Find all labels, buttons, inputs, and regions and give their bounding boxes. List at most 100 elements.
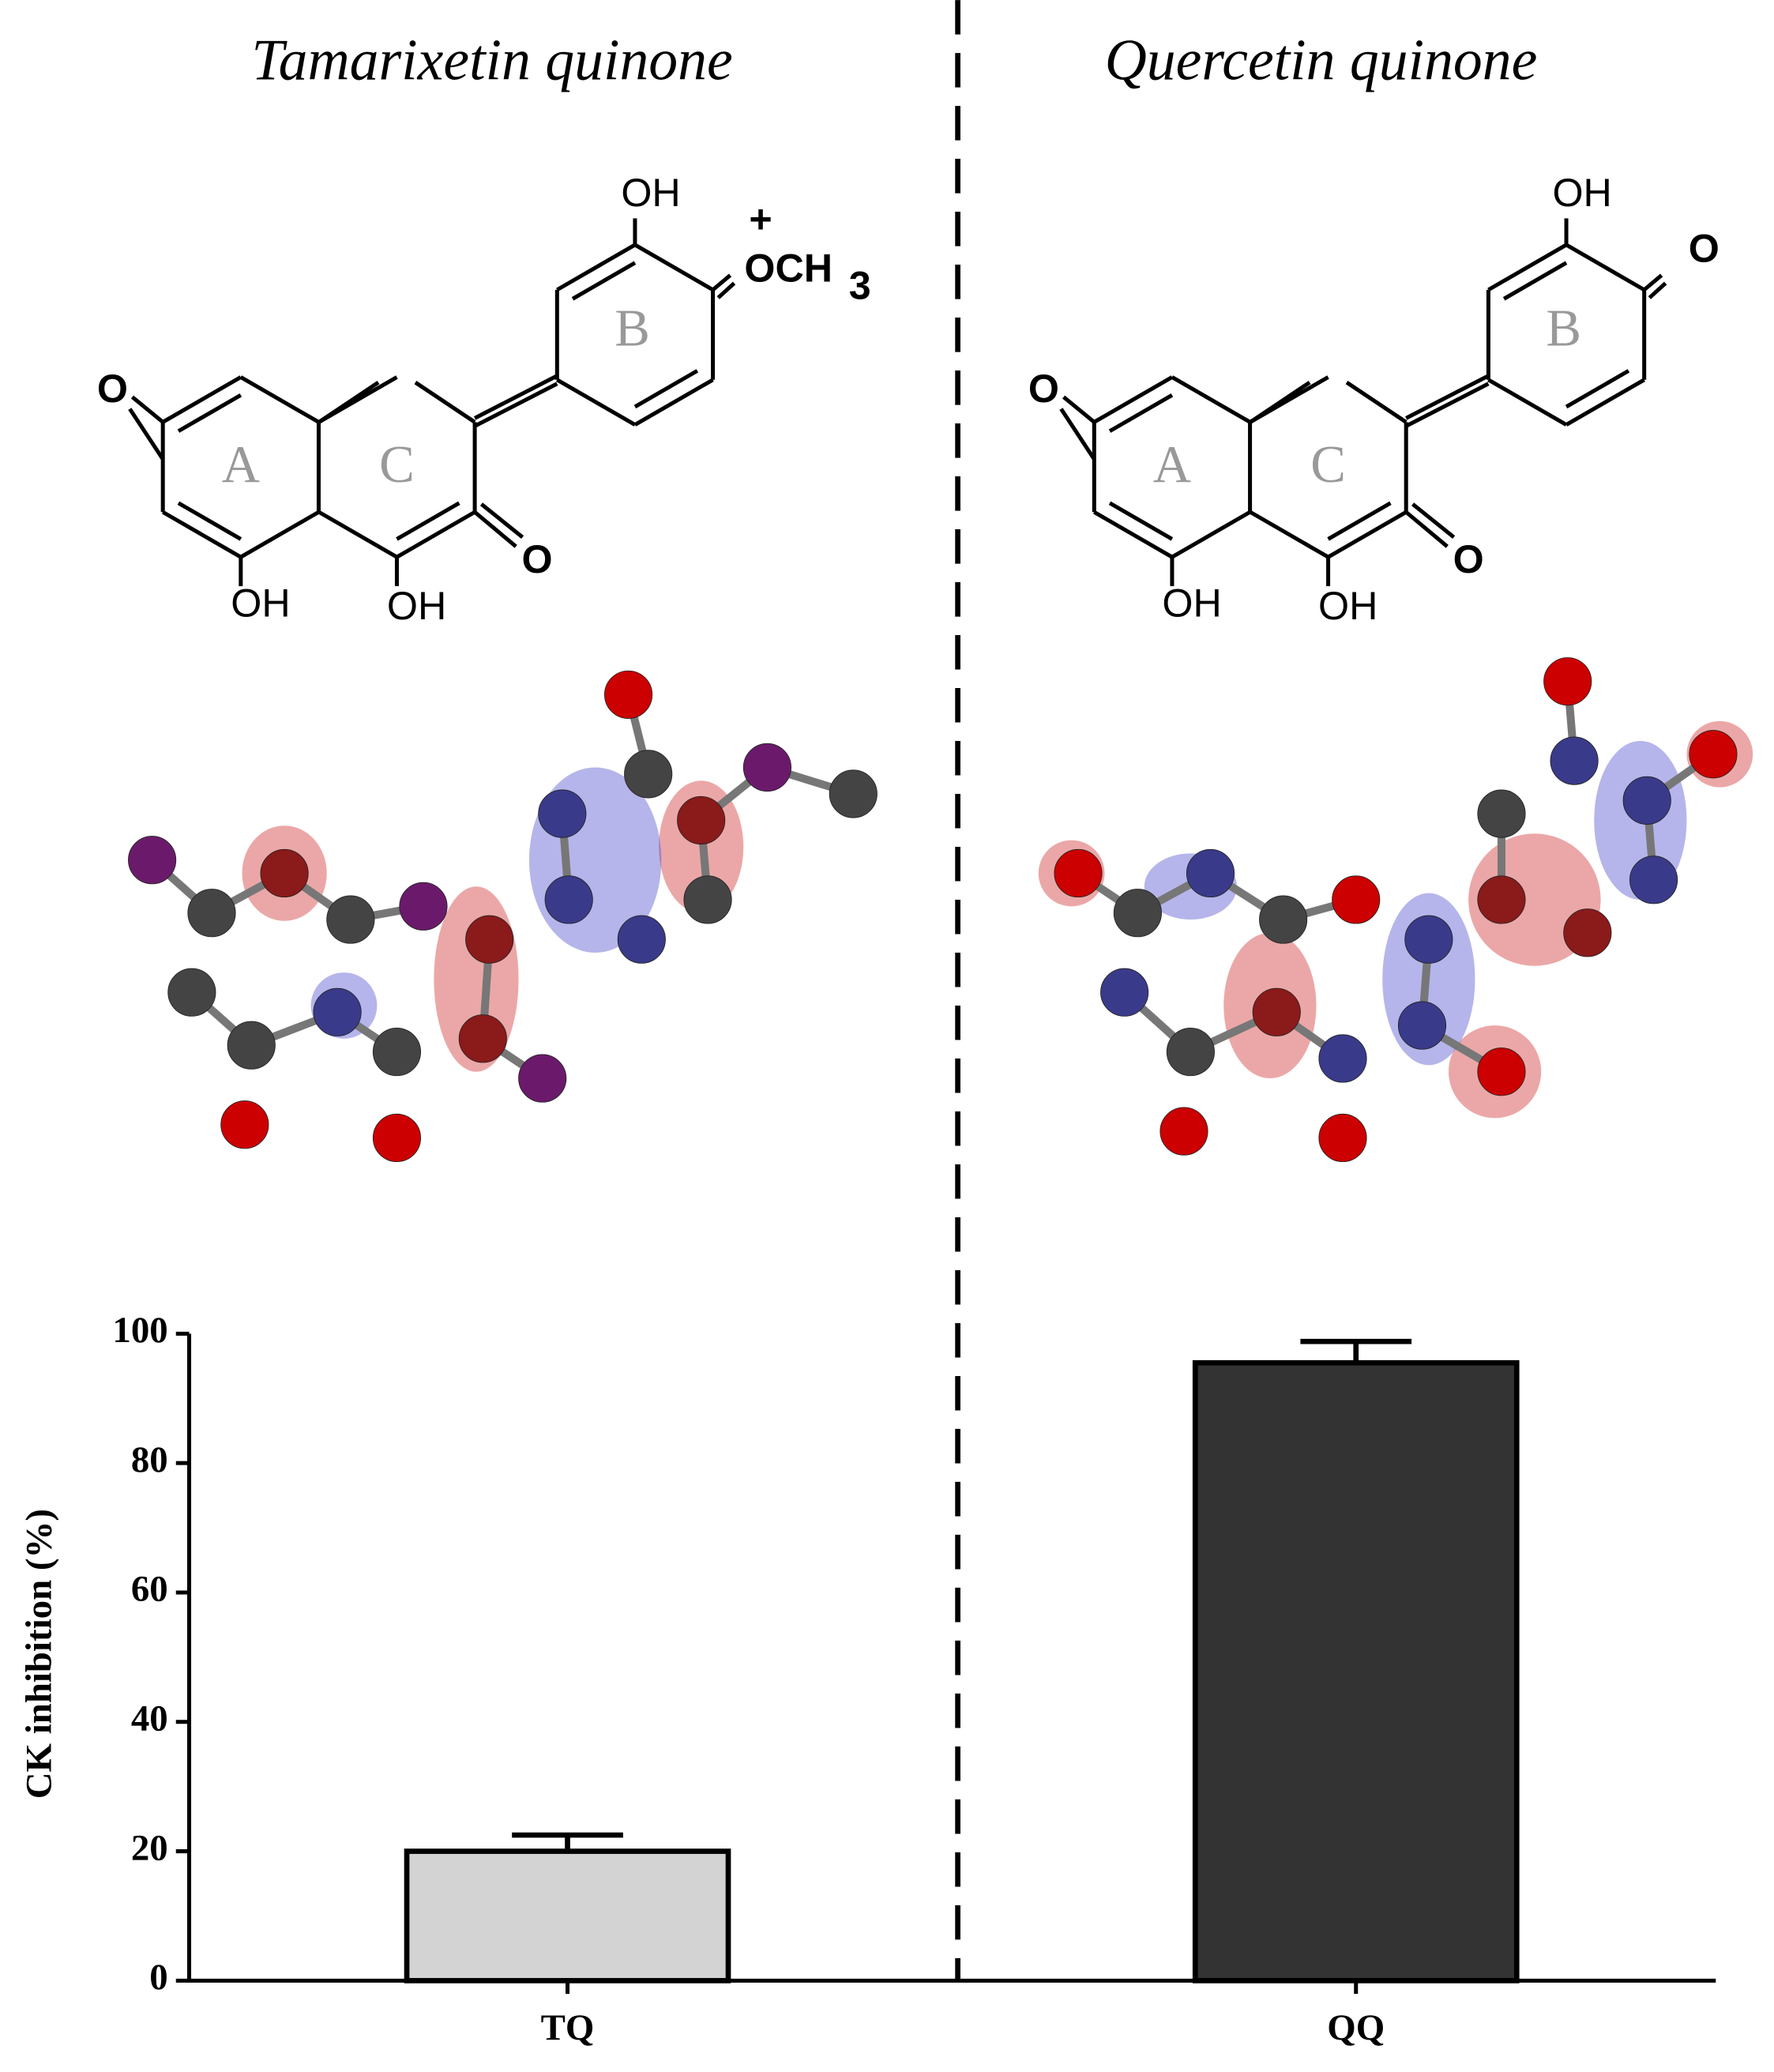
bond xyxy=(1411,502,1456,540)
y-tick-label: 40 xyxy=(131,1698,168,1739)
atom-ball xyxy=(683,875,732,924)
atom-ball xyxy=(313,987,362,1036)
atom-ball xyxy=(1477,789,1526,838)
y-axis-label: CK inhibition (%) xyxy=(18,1509,59,1799)
bond xyxy=(1502,261,1568,301)
atom-ball xyxy=(624,750,673,799)
atom-ball xyxy=(1563,908,1612,957)
y-tick-label: 100 xyxy=(112,1310,167,1351)
atom-ball xyxy=(465,915,514,964)
bond xyxy=(1249,510,1329,559)
atom-ball xyxy=(399,882,448,931)
y-tick-label: 20 xyxy=(131,1827,168,1868)
bond xyxy=(1648,281,1667,299)
atom-label: OH xyxy=(231,581,290,625)
bond xyxy=(318,510,398,559)
atom-ball xyxy=(1622,776,1671,825)
atom-ball xyxy=(617,915,666,964)
bond xyxy=(1404,510,1449,548)
bond xyxy=(711,273,732,291)
bond xyxy=(161,510,242,559)
bond xyxy=(1405,374,1490,420)
bond xyxy=(1643,273,1663,291)
atom-label: O xyxy=(97,367,128,411)
atom-ball xyxy=(544,875,593,924)
ring-label: C xyxy=(1310,435,1346,494)
bond xyxy=(1565,378,1645,427)
bond xyxy=(633,369,699,409)
atom-ball xyxy=(1689,730,1738,779)
atom-label: OH xyxy=(621,171,680,215)
bond xyxy=(1171,510,1251,559)
atom-ball xyxy=(372,1113,422,1163)
atom-ball xyxy=(1054,848,1103,898)
atom-label: 3 xyxy=(849,263,871,307)
atom-ball xyxy=(372,1028,422,1077)
bond xyxy=(1093,510,1174,559)
atom-label: OH xyxy=(1318,584,1377,628)
bond xyxy=(239,375,320,424)
atom-ball xyxy=(1186,848,1235,898)
atom-ball xyxy=(603,670,653,719)
bond xyxy=(128,408,165,461)
bar xyxy=(1192,1359,1520,1984)
bond xyxy=(239,510,320,559)
bond xyxy=(633,243,714,292)
atom-ball xyxy=(326,895,375,944)
bond xyxy=(1345,381,1408,424)
orbital-model xyxy=(1038,657,1753,1163)
bond xyxy=(473,374,558,420)
bond xyxy=(396,501,460,541)
y-tick-label: 60 xyxy=(131,1569,168,1610)
bond xyxy=(318,381,380,424)
bond xyxy=(177,393,242,433)
bond xyxy=(1249,381,1311,424)
atom-ball xyxy=(1259,895,1308,944)
bond xyxy=(1327,501,1392,541)
bar xyxy=(404,1848,731,1984)
atom-ball xyxy=(1332,875,1381,924)
atom-ball xyxy=(1550,736,1599,785)
bond xyxy=(473,382,558,428)
bond xyxy=(556,378,637,427)
panel-title: Tamarixetin quinone xyxy=(251,28,732,92)
bond xyxy=(1405,382,1490,428)
x-tick-label: TQ xyxy=(541,2007,595,2048)
bond xyxy=(1565,369,1630,409)
atom-ball xyxy=(260,848,309,898)
atom-ball xyxy=(829,769,878,818)
bond xyxy=(633,378,714,427)
atom-ball xyxy=(1252,987,1301,1036)
bond xyxy=(1171,375,1251,424)
atom-ball xyxy=(518,1054,567,1103)
bond xyxy=(556,243,637,292)
y-tick-label: 0 xyxy=(149,1957,167,1998)
bond xyxy=(1565,243,1645,292)
atom-ball xyxy=(1397,1001,1447,1050)
atom-ball xyxy=(167,968,216,1017)
bond xyxy=(1108,501,1174,541)
bond xyxy=(1327,510,1408,559)
atom-label: O xyxy=(521,537,552,581)
bond xyxy=(130,395,164,424)
bond xyxy=(479,502,524,540)
bond xyxy=(1487,243,1568,292)
atom-ball xyxy=(1159,1107,1208,1156)
bond xyxy=(414,381,476,424)
atom-ball xyxy=(220,1100,269,1149)
atom-label: + xyxy=(749,197,772,242)
atom-ball xyxy=(1404,915,1453,964)
bond xyxy=(161,375,242,424)
atom-ball xyxy=(227,1021,276,1070)
atom-ball xyxy=(1100,968,1149,1017)
atom-ball xyxy=(1629,855,1678,904)
atom-ball xyxy=(1543,657,1592,706)
atom-ball xyxy=(1166,1028,1215,1077)
atom-ball xyxy=(538,789,587,838)
atom-label: OH xyxy=(1162,581,1221,625)
atom-label: O xyxy=(1689,227,1720,271)
atom-ball xyxy=(458,1014,507,1063)
bond xyxy=(1487,378,1568,427)
atom-label: O xyxy=(1453,537,1484,581)
atom-label: OCH xyxy=(744,246,833,291)
